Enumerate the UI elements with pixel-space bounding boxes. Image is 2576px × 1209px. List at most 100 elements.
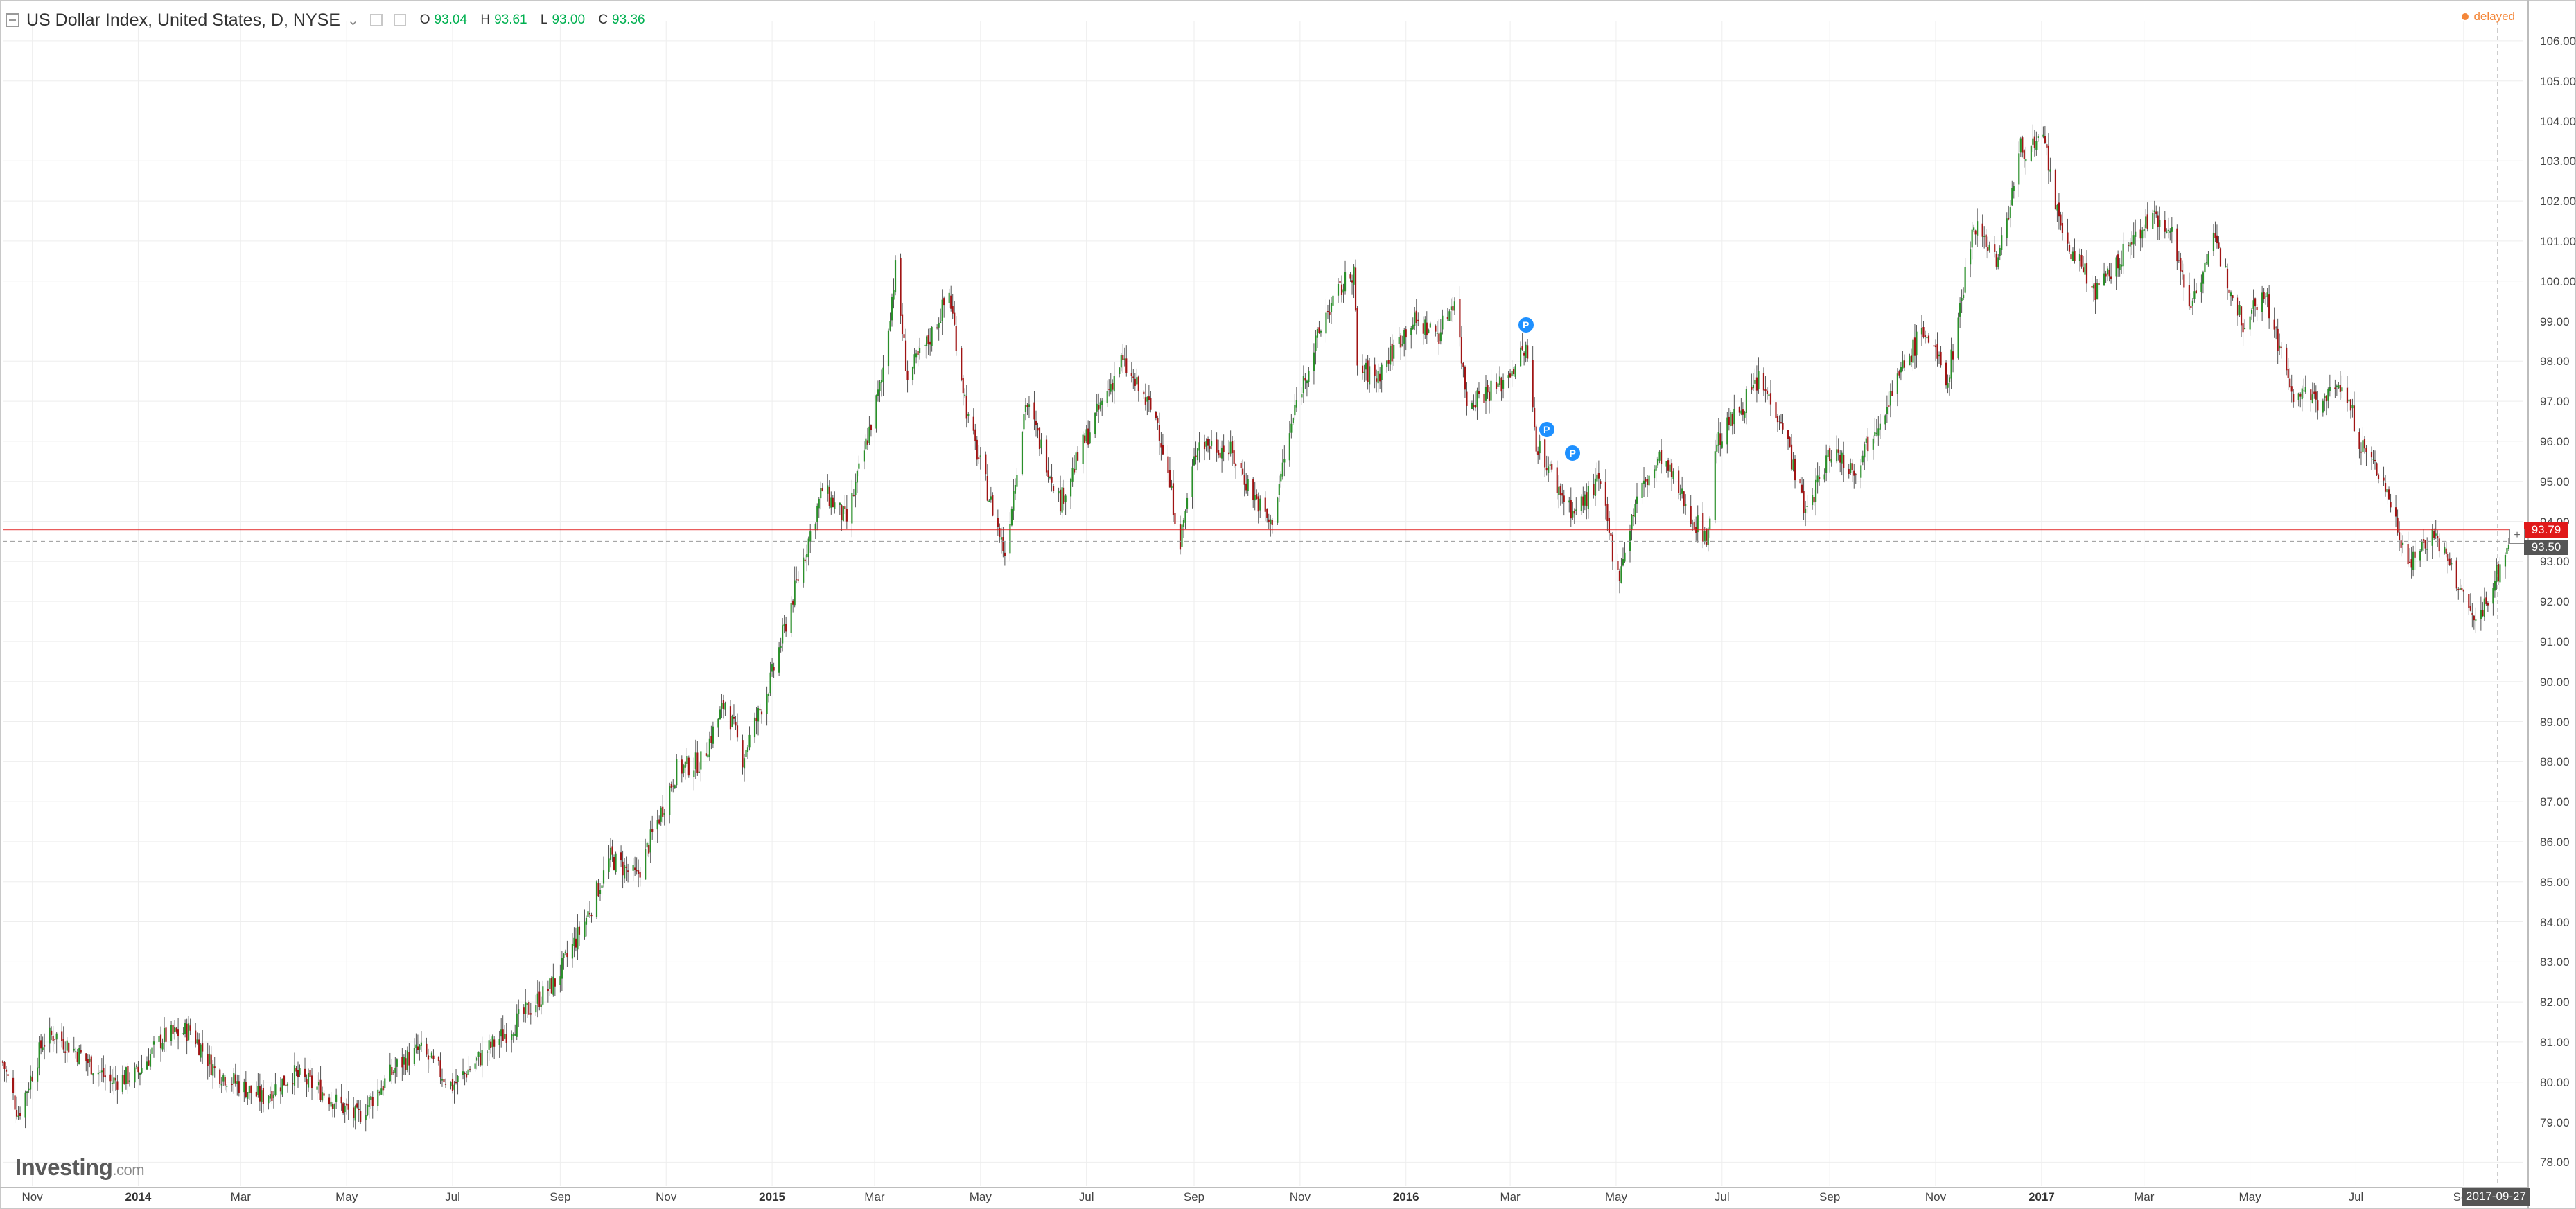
candle-body: [2419, 551, 2421, 561]
candle-body: [202, 1043, 204, 1052]
candle-body: [1071, 467, 1074, 482]
candle-body: [2377, 474, 2380, 479]
candle-body: [804, 559, 806, 561]
candle-body: [1288, 433, 1290, 461]
candle-body: [2195, 290, 2197, 294]
candle-body: [1608, 518, 1611, 533]
x-tick-label: Nov: [656, 1190, 677, 1203]
candle-body: [769, 672, 771, 694]
candle-body: [2228, 289, 2230, 293]
candle-body: [1973, 227, 1975, 231]
candle-body: [272, 1094, 275, 1099]
candle-body: [1339, 281, 1341, 283]
candle-body: [1283, 459, 1286, 463]
chevron-down-icon[interactable]: ⌄: [347, 12, 359, 28]
candle-body: [1611, 534, 1614, 562]
candle-body: [1085, 429, 1087, 442]
candle-body: [2214, 233, 2216, 238]
candle-body: [707, 754, 709, 758]
candle-body: [1150, 398, 1152, 410]
event-marker-icon[interactable]: P: [1563, 444, 1582, 463]
collapse-icon[interactable]: [6, 13, 19, 27]
candle-body: [2044, 136, 2046, 143]
y-tick-label: 87.00: [2540, 795, 2570, 809]
candle-body: [700, 751, 702, 770]
candle-body: [806, 554, 808, 558]
candle-body: [2322, 400, 2324, 413]
candle-body: [490, 1041, 492, 1048]
candle-body: [1013, 491, 1015, 511]
candle-body: [1867, 436, 1869, 452]
candle-body: [2166, 231, 2168, 233]
candle-body: [2387, 489, 2390, 500]
candle-body: [2200, 282, 2202, 292]
candle-body: [1487, 385, 1489, 393]
candle-body: [360, 1111, 362, 1123]
candle-body: [403, 1057, 405, 1065]
candle-body: [1167, 456, 1169, 473]
candle-body: [1245, 483, 1247, 491]
candle-body: [608, 858, 610, 872]
instrument-title[interactable]: US Dollar Index, United States, D, NYSE: [26, 10, 340, 30]
candle-body: [742, 740, 744, 768]
close-icon[interactable]: [393, 14, 406, 26]
candle-body: [803, 557, 805, 583]
candle-body: [954, 312, 956, 325]
candle-body: [879, 382, 881, 391]
candle-body: [2037, 136, 2039, 139]
y-tick-label: 84.00: [2540, 915, 2570, 929]
candle-body: [1429, 323, 1431, 328]
candle-body: [269, 1094, 271, 1099]
y-tick-label: 79.00: [2540, 1115, 2570, 1129]
candle-body: [1994, 244, 1996, 252]
candle-body: [1439, 332, 1442, 342]
candle-body: [297, 1070, 299, 1077]
candle-body: [1356, 308, 1358, 366]
candle-body: [2226, 268, 2229, 289]
candle-body: [1999, 247, 2001, 256]
candle-body: [669, 786, 671, 815]
candle-body: [2327, 389, 2329, 401]
candle-body: [1804, 508, 1807, 513]
candle-body: [1836, 449, 1838, 462]
event-marker-icon[interactable]: P: [1516, 316, 1535, 335]
candle-body: [927, 335, 929, 344]
candle-body: [1580, 496, 1582, 511]
candle-body: [1306, 380, 1308, 384]
candle-body: [1266, 509, 1268, 518]
candle-body: [731, 716, 733, 727]
open-value: 93.04: [434, 12, 468, 27]
candle-body: [1281, 462, 1283, 477]
candle-body: [2407, 544, 2409, 565]
candle-body: [753, 717, 756, 738]
candle-body: [721, 703, 723, 709]
candle-body: [834, 502, 836, 509]
last-price-tag: 93.50: [2524, 540, 2568, 556]
candle-body: [1775, 402, 1777, 418]
candle-body: [599, 890, 602, 894]
candle-body: [2085, 263, 2088, 284]
candle-body: [855, 482, 857, 495]
candle-body: [2121, 264, 2123, 267]
candle-body: [114, 1077, 116, 1081]
add-alert-icon[interactable]: +: [2509, 529, 2525, 544]
candle-body: [493, 1039, 496, 1047]
candle-body: [766, 694, 768, 715]
candle-body: [1301, 394, 1303, 398]
candle-body: [1277, 497, 1279, 523]
candle-body: [542, 986, 544, 1005]
candle-body: [1218, 450, 1220, 456]
candle-body: [2400, 540, 2402, 548]
candle-body: [814, 524, 816, 531]
high-label: H: [480, 12, 491, 27]
candle-body: [1415, 310, 1417, 324]
event-marker-icon[interactable]: P: [1537, 420, 1556, 439]
settings-icon[interactable]: [369, 14, 383, 26]
candle-body: [1051, 477, 1053, 483]
candle-body: [2188, 285, 2190, 307]
candle-body: [672, 785, 674, 787]
candle-body: [1909, 356, 1911, 366]
candle-body: [480, 1053, 482, 1066]
candle-body: [135, 1065, 138, 1067]
